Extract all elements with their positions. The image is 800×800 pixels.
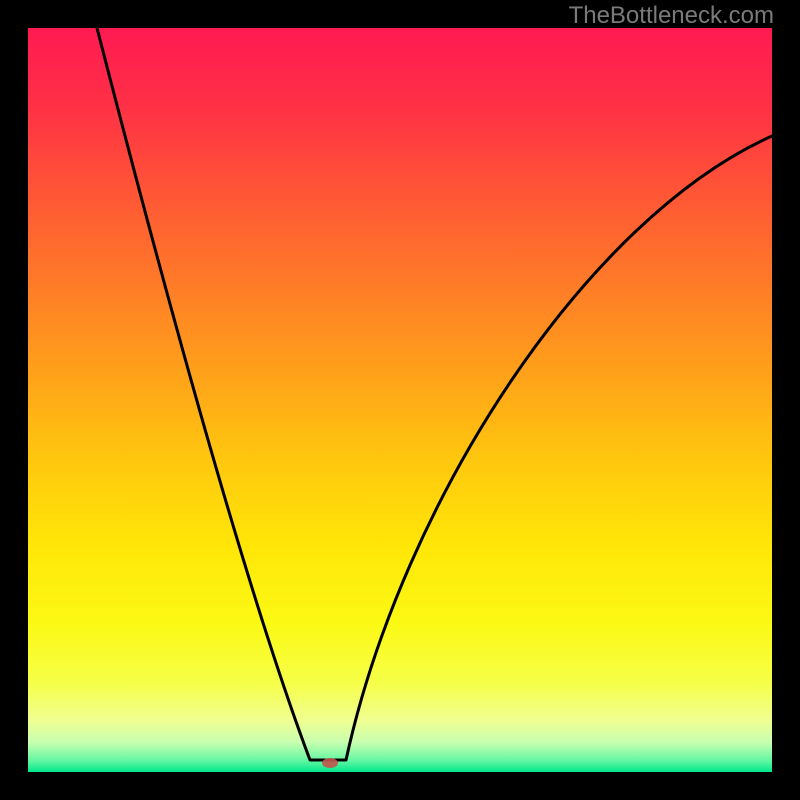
watermark-text: TheBottleneck.com — [569, 2, 774, 30]
bottleneck-curve — [28, 28, 772, 772]
plot-area — [28, 28, 772, 772]
curve-path — [97, 28, 772, 760]
optimum-marker — [322, 758, 338, 768]
chart-frame: TheBottleneck.com — [0, 0, 800, 800]
